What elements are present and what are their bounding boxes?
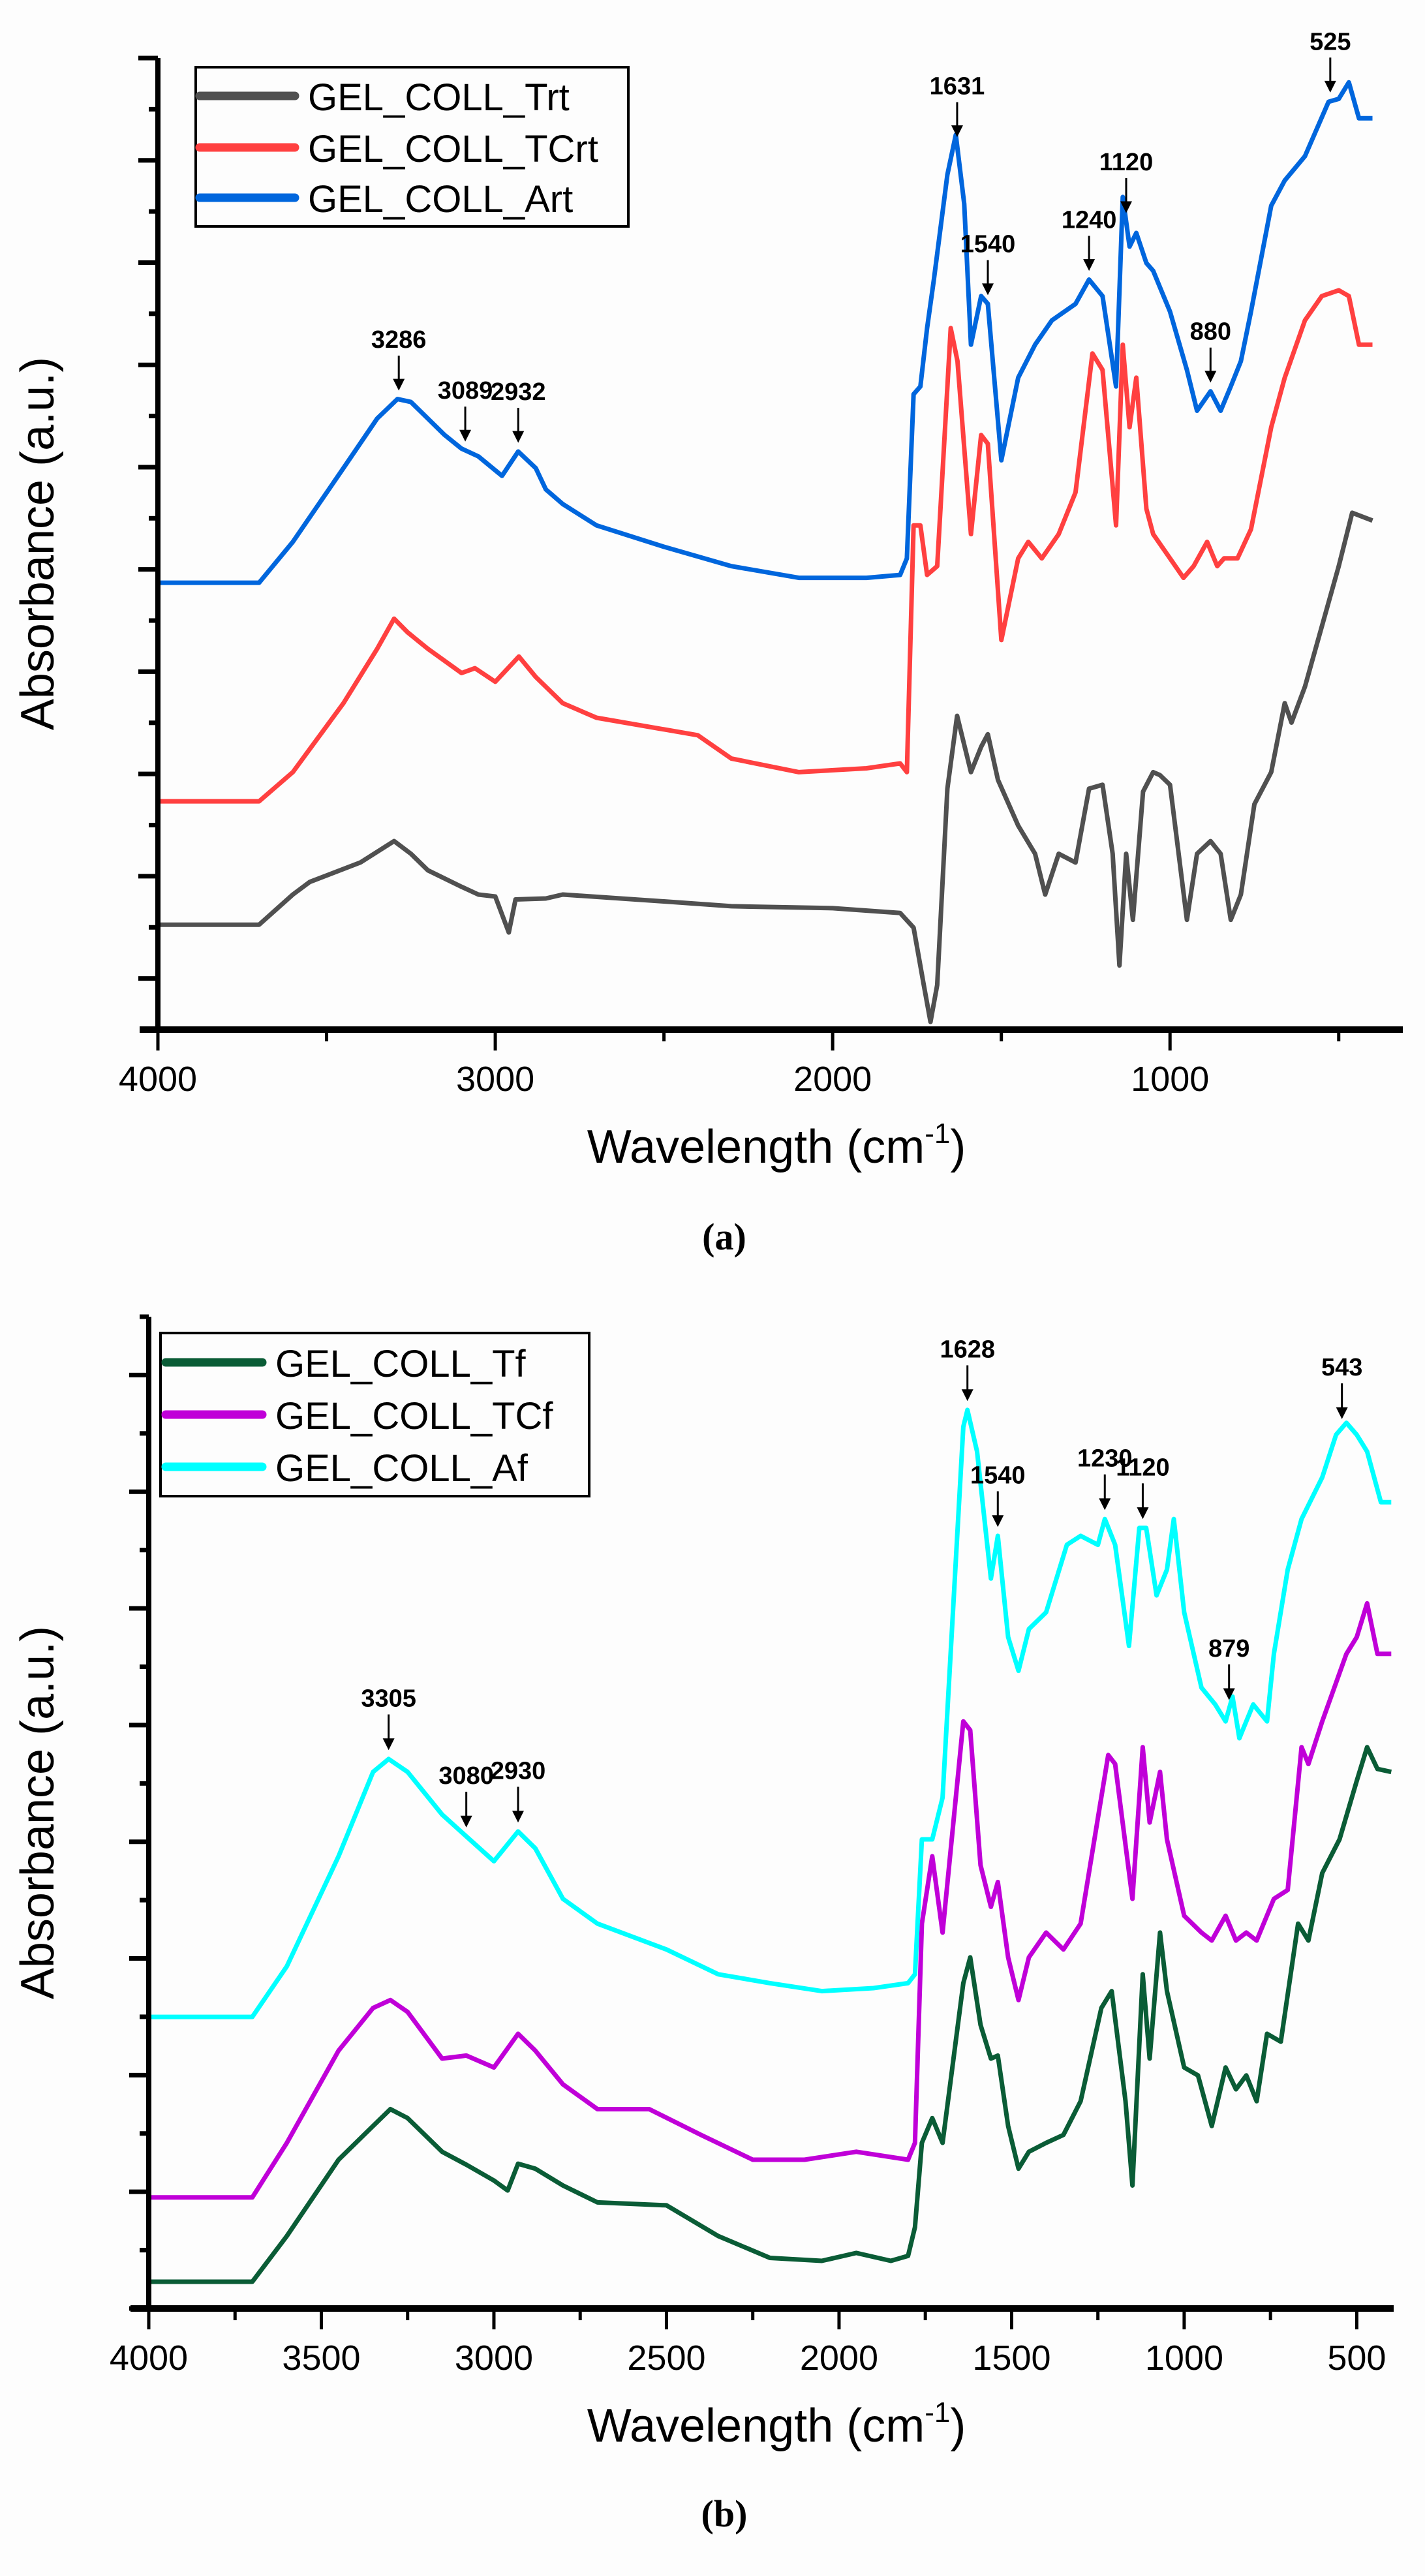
peak-annotation: 1540 [970,1462,1026,1527]
arrow-down-icon [961,1389,973,1402]
arrow-down-icon [382,1738,395,1751]
annotation-label: 1120 [1116,1454,1169,1481]
x-tick-label: 4000 [119,1060,197,1099]
legend: GEL_COLL_Tf GEL_COLL_TCf GEL_COLL_Af [159,1332,590,1497]
legend: GEL_COLL_Trt GEL_COLL_TCrt GEL_COLL_Art [194,66,630,228]
peak-annotation: 3286 [371,326,427,391]
annotation-label: 1120 [1099,149,1153,176]
legend-label: GEL_COLL_TCf [275,1395,553,1437]
x-axis-title-main: Wavelength (cm [587,2400,925,2452]
arrow-down-icon [393,378,405,391]
x-axis-title-superscript: -1 [925,2397,950,2429]
peak-annotation: 1540 [960,231,1016,296]
arrow-down-icon [1099,1498,1111,1510]
peak-annotation: 1631 [930,73,985,138]
arrow-down-icon [992,1515,1004,1527]
annotation-label: 3286 [371,326,427,354]
peak-annotation: 879 [1208,1635,1249,1700]
peak-annotation: 2930 [491,1757,546,1823]
x-axis-title-close: ) [950,1121,966,1173]
arrow-down-icon [1223,1688,1235,1700]
y-axis-title: Absorbance (a.u.) [12,357,64,730]
x-tick-label: 1500 [972,2338,1050,2378]
x-tick-label: 4000 [110,2338,188,2378]
panel-caption: (a) [702,1216,746,1258]
annotation-label: 1230 [1077,1445,1133,1473]
peak-annotation: 3305 [361,1685,416,1751]
annotation-label: 1628 [940,1336,995,1363]
y-axis-title: Absorbance (a.u.) [12,1626,64,1999]
arrow-down-icon [460,1815,472,1828]
x-tick-label: 3500 [282,2338,360,2378]
arrow-down-icon [982,283,994,296]
annotation-label: 1240 [1062,206,1117,234]
series-line-gel-coll-tf [149,1745,1392,2284]
series-line-gel-coll-trt [158,510,1373,1024]
legend-label: GEL_COLL_Af [275,1447,529,1490]
panel-b-chart: 4000 3500 3000 2500 2000 1500 1000 500 Wavelengt… [12,1314,1394,2535]
x-axis-title: Wavelength (cm-1) [587,2397,966,2452]
peak-annotation: 525 [1310,28,1351,93]
series-line-gel-coll-art [158,80,1373,585]
x-tick-label: 2000 [800,2338,878,2378]
peak-annotation: 1230 [1077,1445,1133,1510]
x-axis-title-superscript: -1 [925,1118,950,1150]
legend-box [159,1332,590,1497]
peak-annotation: 1628 [940,1336,995,1402]
peak-annotation: 1120 [1116,1454,1170,1520]
arrow-down-icon [459,429,472,442]
peak-annotation: 543 [1321,1354,1362,1419]
arrow-down-icon [1204,371,1217,383]
legend-label: GEL_COLL_TCrt [308,128,598,170]
arrow-down-icon [512,1811,524,1823]
x-tick-label: 1000 [1145,2338,1223,2378]
x-tick-label: 2500 [627,2338,705,2378]
arrow-down-icon [512,431,525,443]
annotation-label: 3080 [438,1762,494,1790]
annotation-label: 1540 [970,1462,1026,1490]
series-line-gel-coll-tcrt [158,288,1373,804]
annotation-label: 880 [1190,318,1231,346]
series-line-gel-coll-tcf [149,1601,1392,2200]
peak-annotation: 1240 [1062,206,1117,271]
annotation-label: 1540 [960,231,1016,258]
annotation-label: 525 [1310,28,1351,55]
annotation-label: 2930 [491,1757,546,1785]
series-line-gel-coll-af [149,1407,1392,2019]
x-tick-label: 3000 [456,1060,534,1099]
x-tick-label: 3000 [455,2338,533,2378]
panel-caption: (b) [701,2492,748,2535]
peak-annotation: 880 [1190,318,1231,383]
legend-label: GEL_COLL_Trt [308,76,570,119]
annotation-label: 2932 [491,378,546,406]
x-axis-title-close: ) [950,2400,966,2452]
arrow-down-icon [1324,80,1336,93]
x-axis-title-main: Wavelength (cm [587,1121,925,1173]
peak-annotation: 2932 [491,378,546,443]
peak-annotation: 3089 [438,377,493,442]
arrow-down-icon [1083,259,1096,271]
legend-label: GEL_COLL_Art [308,178,573,221]
arrow-down-icon [951,125,963,138]
panel-a-chart: 4000 3000 2000 1000 Wavelength (cm-1) Absorba… [12,28,1403,1258]
x-tick-label: 2000 [793,1060,872,1099]
annotation-label: 1631 [930,73,985,100]
annotation-label: 543 [1321,1354,1362,1381]
annotation-label: 3305 [361,1685,416,1713]
peak-annotation: 1120 [1099,149,1153,213]
arrow-down-icon [1137,1507,1149,1520]
x-tick-label: 1000 [1131,1060,1209,1099]
legend-label: GEL_COLL_Tf [275,1343,527,1385]
x-axis-title: Wavelength (cm-1) [587,1118,966,1173]
arrow-down-icon [1336,1407,1348,1419]
arrow-down-icon [1120,201,1132,213]
x-tick-label: 500 [1327,2338,1386,2378]
peak-annotation: 3080 [438,1762,494,1828]
annotation-label: 879 [1208,1635,1249,1663]
annotation-label: 3089 [438,377,493,405]
